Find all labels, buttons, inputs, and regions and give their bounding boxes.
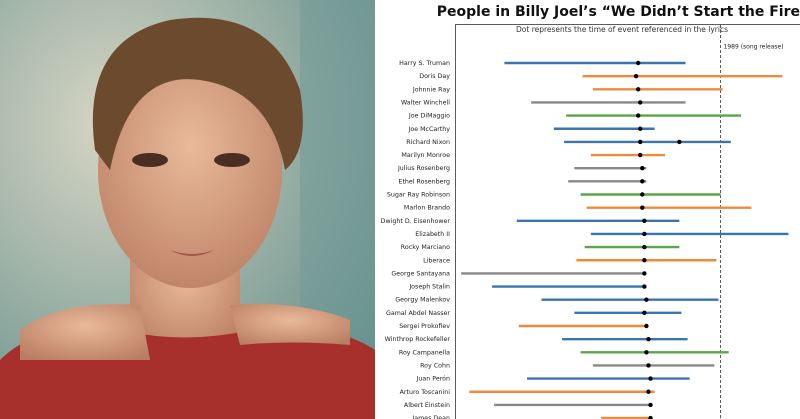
y-tick-label: Joe McCarthy [407,126,450,133]
event-dot [644,323,649,329]
y-tick-label: Roy Campanella [399,349,450,356]
event-dot [635,60,641,66]
chart: People in Billy Joel’s “We Didn’t Start … [375,0,800,419]
event-dot [646,363,651,368]
y-tick-label: Dwight D. Eisenhower [381,218,451,225]
event-dot [642,244,647,250]
event-dot [646,336,651,342]
event-dot [642,284,647,289]
event-dot [640,192,645,197]
event-dot [638,126,643,131]
y-tick-label: Joe DiMaggio [408,113,450,120]
event-dot [638,100,643,105]
event-dot [642,231,647,237]
y-tick-label: Juan Perón [416,375,450,383]
event-dot [648,402,653,408]
y-tick-label: Walter Winchell [401,99,450,106]
y-tick-label: Sugar Ray Robinson [387,192,450,199]
event-dot [635,113,641,118]
event-dot [640,166,645,171]
y-tick-label: Richard Nixon [406,139,450,146]
event-dot [642,218,647,223]
y-tick-label: Roy Cohn [420,362,450,369]
y-tick-label: Gamal Abdel Nasser [386,310,450,317]
y-tick-label: Harry S. Truman [399,60,450,67]
event-dot [648,415,653,419]
y-tick-label: Ethel Rosenberg [398,178,450,185]
event-dot [677,139,682,145]
event-dot [642,310,647,316]
event-dot [648,376,653,381]
y-tick-label: Arturo Toscanini [400,389,451,396]
y-tick-label: Liberace [423,257,450,264]
event-dot [644,297,649,302]
event-dot [640,179,645,184]
event-dot [640,205,645,210]
event-dot [642,258,647,263]
plot-frame [455,24,800,419]
y-tick-label: Julius Rosenberg [397,165,450,172]
event-dot [642,271,647,276]
y-tick-label: Albert Einstein [404,402,450,409]
y-tick-label: James Dean [411,415,450,419]
y-tick-label: Elizabeth II [415,231,450,238]
event-dot [638,152,643,158]
photo [0,0,375,419]
event-dot [635,87,641,92]
y-tick-label: Joseph Stalin [408,284,450,291]
y-tick-label: Marlon Brando [404,205,450,212]
chart-background [375,0,800,419]
event-dot [646,389,651,394]
y-tick-label: Rocky Marciano [401,244,450,251]
event-dot [644,350,649,355]
event-dot [633,73,639,79]
y-tick-label: Sergei Prokofiev [399,323,450,330]
chart-subtitle: Dot represents the time of event referen… [516,25,728,34]
chart-title: People in Billy Joel’s “We Didn’t Start … [437,4,800,20]
y-tick-label: Winthrop Rockefeller [385,336,451,343]
y-tick-label: Doris Day [419,73,450,80]
y-tick-label: Johnnie Ray [412,86,450,93]
reference-label: 1989 (song release) [724,44,784,51]
event-dot [638,139,643,145]
y-tick-label: Marilyn Monroe [401,152,450,159]
y-tick-label: George Santayana [391,270,450,277]
y-tick-label: Georgy Malenkov [395,297,450,304]
